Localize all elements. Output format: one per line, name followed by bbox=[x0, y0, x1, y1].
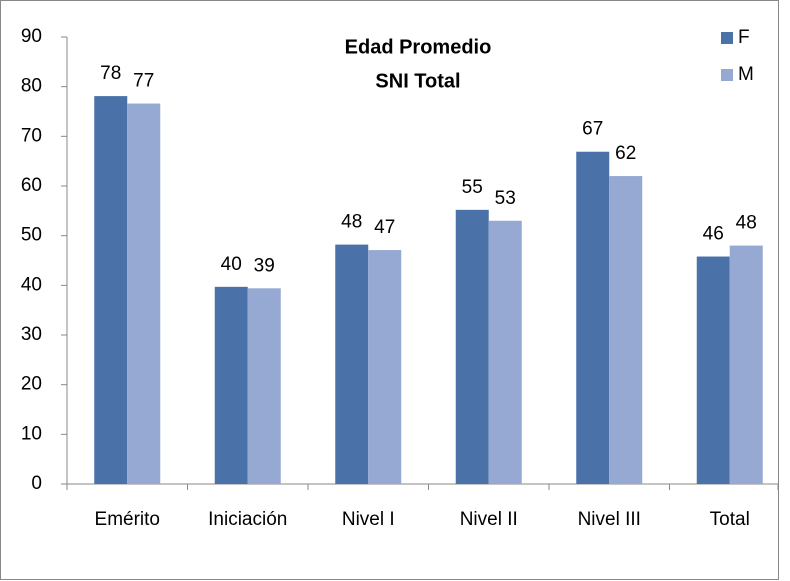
bar bbox=[576, 151, 610, 485]
bar bbox=[488, 220, 522, 484]
data-label: 48 bbox=[341, 212, 362, 233]
data-label: 53 bbox=[495, 188, 516, 209]
bar bbox=[455, 209, 489, 484]
data-label: 39 bbox=[254, 255, 275, 276]
data-label: 46 bbox=[703, 224, 724, 245]
data-label: 67 bbox=[582, 119, 603, 140]
bar bbox=[729, 245, 763, 484]
bar bbox=[214, 286, 248, 484]
y-tick-label: 50 bbox=[21, 225, 42, 246]
y-tick-label: 30 bbox=[21, 324, 42, 345]
y-tick-label: 40 bbox=[21, 274, 42, 295]
data-label: 78 bbox=[100, 63, 121, 84]
legend-swatch bbox=[721, 69, 733, 81]
x-tick-label: Total bbox=[710, 509, 750, 530]
bar bbox=[335, 244, 369, 484]
chart-title: SNI Total bbox=[375, 70, 460, 92]
y-tick-label: 80 bbox=[21, 76, 42, 97]
data-label: 55 bbox=[462, 177, 483, 198]
chart-title: Edad Promedio bbox=[345, 36, 492, 58]
bar bbox=[94, 96, 128, 484]
y-tick-label: 90 bbox=[21, 26, 42, 47]
bar bbox=[127, 103, 161, 484]
data-label: 77 bbox=[133, 71, 154, 92]
data-label: 40 bbox=[221, 254, 242, 275]
bar bbox=[609, 176, 643, 485]
legend-label: F bbox=[738, 27, 750, 48]
x-tick-label: Emérito bbox=[95, 509, 160, 530]
x-tick-label: Nivel II bbox=[460, 509, 518, 530]
bar bbox=[696, 256, 730, 484]
data-label: 47 bbox=[374, 217, 395, 238]
x-tick-label: Nivel III bbox=[578, 509, 641, 530]
legend-label: M bbox=[738, 64, 754, 85]
bar bbox=[368, 250, 402, 484]
legend-swatch bbox=[721, 32, 733, 44]
data-label: 48 bbox=[736, 213, 757, 234]
y-tick-label: 20 bbox=[21, 374, 42, 395]
x-tick-label: Iniciación bbox=[208, 509, 287, 530]
y-tick-label: 60 bbox=[21, 175, 42, 196]
y-tick-label: 10 bbox=[21, 423, 42, 444]
y-tick-label: 70 bbox=[21, 125, 42, 146]
bar bbox=[247, 288, 281, 484]
y-tick-label: 0 bbox=[31, 473, 42, 494]
data-label: 62 bbox=[615, 143, 636, 164]
x-tick-label: Nivel I bbox=[342, 509, 395, 530]
